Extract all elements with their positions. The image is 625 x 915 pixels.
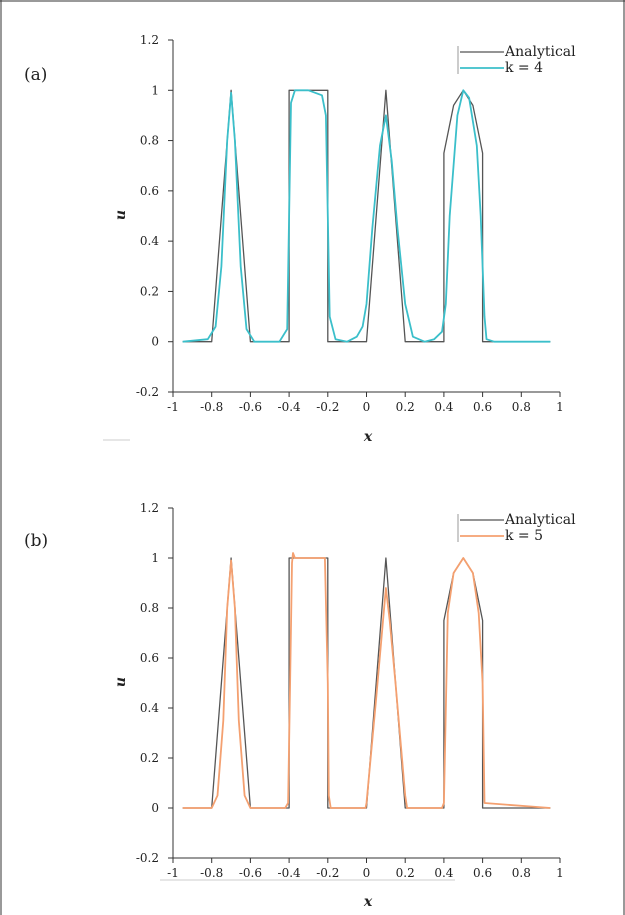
x-tick-label: 0: [363, 400, 371, 414]
x-tick-label: -0.2: [316, 400, 339, 414]
x-tick-label: 1: [556, 400, 564, 414]
x-tick-label: 0.2: [396, 400, 415, 414]
x-tick-label: -0.4: [278, 400, 302, 414]
y-tick-label: 0.4: [140, 234, 159, 248]
y-tick-label: 0: [151, 335, 159, 349]
x-tick-label: 0.4: [434, 866, 453, 880]
series-line-numerical: [182, 552, 551, 809]
chart-panel-b: (b) u x 1.2 1 0.8 0.6 0.4 0.2 0 -0.2 -1 -0.8 -0.6…: [24, 501, 576, 910]
panel-label: (b): [24, 531, 48, 551]
x-tick-label: 0.8: [512, 866, 531, 880]
y-axis-title: u: [113, 677, 129, 687]
x-axis-title: x: [363, 894, 373, 910]
y-tick-label: 1.2: [140, 501, 159, 515]
y-tick-label: -0.2: [136, 385, 159, 399]
x-tick-label: -0.8: [200, 400, 223, 414]
x-tick-label: 0.2: [396, 866, 415, 880]
legend-label: Analytical: [504, 44, 576, 60]
panel-label: (a): [24, 65, 47, 85]
y-tick-label: 0.6: [140, 184, 159, 198]
y-axis-title: u: [113, 210, 129, 220]
y-axis: 1.2 1 0.8 0.6 0.4 0.2 0 -0.2: [136, 33, 174, 399]
x-tick-label: 0.4: [434, 400, 453, 414]
y-tick-label: 0: [151, 801, 159, 815]
y-tick-label: 0.2: [140, 284, 159, 298]
y-tick-label: 0.8: [140, 601, 159, 615]
legend-label: Analytical: [504, 512, 576, 528]
x-tick-label: -0.4: [278, 866, 302, 880]
x-tick-label: -1: [167, 400, 179, 414]
x-tick-label: 0.8: [512, 400, 531, 414]
x-tick-label: -1: [167, 866, 179, 880]
y-tick-label: 0.8: [140, 134, 159, 148]
x-axis: -1 -0.8 -0.6 -0.4 -0.2 0 0.2 0.4 0.6 0.8 1: [167, 391, 564, 414]
x-tick-label: 1: [556, 866, 564, 880]
x-tick-label: 0.6: [473, 866, 492, 880]
x-tick-label: -0.6: [239, 400, 262, 414]
x-axis-title: x: [363, 429, 373, 445]
x-tick-label: -0.8: [200, 866, 223, 880]
chart-panel-a: (a) u x 1.2 1 0.8 0.6 0.4 0.2 0 -0.2 -1 -0.8 -0.6…: [24, 33, 576, 445]
series-layer: [182, 552, 551, 809]
series-line-numerical: [182, 89, 551, 343]
y-tick-label: 1.2: [140, 33, 159, 47]
x-tick-label: -0.6: [239, 866, 262, 880]
series-layer: [182, 89, 551, 343]
x-tick-label: -0.2: [316, 866, 339, 880]
legend-label: k = 4: [505, 60, 543, 76]
y-tick-label: 1: [151, 551, 159, 565]
y-tick-label: -0.2: [136, 851, 159, 865]
y-tick-label: 1: [151, 83, 159, 97]
y-tick-label: 0.2: [140, 751, 159, 765]
x-tick-label: 0: [363, 866, 371, 880]
legend-label: k = 5: [505, 528, 543, 544]
y-axis: 1.2 1 0.8 0.6 0.4 0.2 0 -0.2: [136, 501, 174, 865]
y-tick-label: 0.4: [140, 701, 159, 715]
series-line-analytical: [182, 89, 551, 343]
y-tick-label: 0.6: [140, 651, 159, 665]
x-axis: -1 -0.8 -0.6 -0.4 -0.2 0 0.2 0.4 0.6 0.8 1: [167, 857, 564, 880]
x-tick-label: 0.6: [473, 400, 492, 414]
